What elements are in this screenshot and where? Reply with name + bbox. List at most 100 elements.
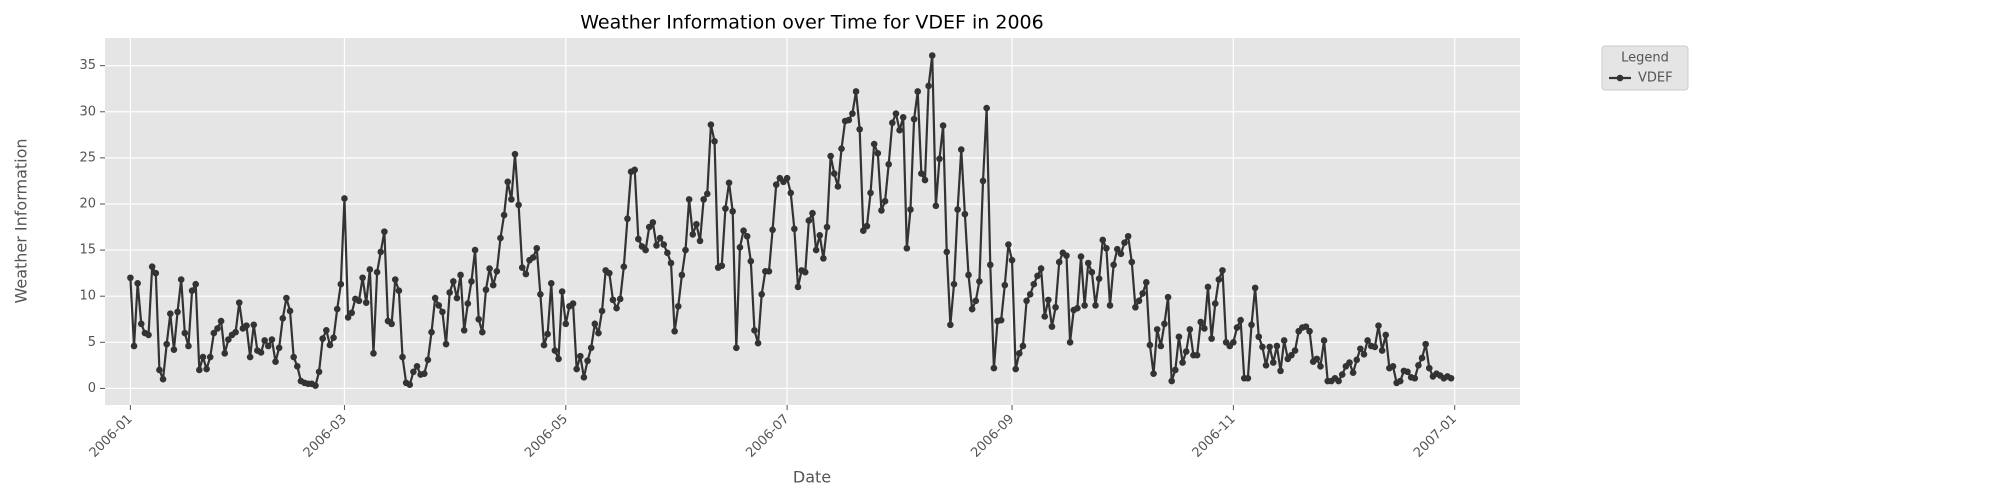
data-point bbox=[903, 244, 911, 252]
data-point bbox=[366, 266, 374, 273]
data-point bbox=[529, 254, 537, 261]
y-tick-label: 5 bbox=[88, 335, 96, 350]
data-point bbox=[1237, 316, 1244, 324]
data-point bbox=[508, 196, 515, 203]
data-point bbox=[957, 146, 965, 153]
data-point bbox=[1074, 304, 1081, 312]
data-point bbox=[867, 189, 874, 197]
data-point bbox=[1357, 345, 1364, 353]
data-point bbox=[453, 294, 461, 302]
data-point bbox=[667, 259, 675, 267]
data-point bbox=[1088, 268, 1096, 276]
data-point bbox=[928, 52, 936, 59]
data-point bbox=[1353, 356, 1361, 364]
data-point bbox=[976, 278, 983, 285]
data-point bbox=[156, 366, 163, 374]
data-point bbox=[152, 269, 160, 277]
data-point bbox=[1302, 323, 1310, 330]
data-point bbox=[450, 278, 457, 285]
data-point bbox=[243, 322, 250, 329]
data-point bbox=[344, 314, 352, 321]
data-point bbox=[225, 336, 232, 343]
data-point bbox=[1201, 325, 1208, 332]
data-point bbox=[1266, 343, 1273, 351]
data-point bbox=[834, 183, 842, 190]
data-point bbox=[1208, 335, 1215, 342]
data-point bbox=[733, 344, 740, 352]
data-point bbox=[1204, 283, 1212, 291]
data-point bbox=[620, 263, 628, 270]
data-point bbox=[580, 374, 588, 381]
data-point bbox=[1411, 374, 1419, 382]
data-point bbox=[1008, 256, 1016, 264]
data-point bbox=[1219, 267, 1226, 274]
data-point bbox=[1346, 359, 1353, 366]
y-tick-label: 10 bbox=[79, 289, 96, 304]
data-point bbox=[1360, 350, 1368, 358]
data-point bbox=[1124, 232, 1132, 240]
data-point bbox=[809, 209, 816, 217]
y-tick-label: 30 bbox=[79, 104, 96, 119]
data-point bbox=[751, 327, 758, 334]
data-point bbox=[899, 114, 907, 121]
data-point bbox=[1168, 377, 1175, 385]
data-point bbox=[754, 339, 762, 347]
data-point bbox=[1106, 302, 1114, 309]
data-point bbox=[772, 181, 780, 188]
data-point bbox=[1041, 313, 1049, 320]
chart-title: Weather Information over Time for VDEF i… bbox=[580, 12, 1044, 34]
data-point bbox=[990, 364, 998, 372]
data-point bbox=[584, 357, 591, 365]
data-point bbox=[598, 307, 606, 315]
y-tick-label: 0 bbox=[88, 381, 96, 396]
grid bbox=[100, 38, 1520, 410]
data-point bbox=[791, 225, 798, 233]
data-point bbox=[504, 178, 512, 186]
data-point bbox=[1164, 293, 1172, 301]
data-point bbox=[925, 82, 932, 90]
data-point bbox=[827, 152, 834, 160]
data-point bbox=[362, 299, 370, 306]
data-point bbox=[1030, 280, 1038, 288]
data-point bbox=[972, 297, 980, 305]
legend-marker bbox=[1616, 74, 1624, 82]
data-point bbox=[1012, 365, 1019, 373]
data-point bbox=[471, 246, 479, 254]
data-point bbox=[1023, 297, 1030, 305]
data-point bbox=[859, 227, 867, 235]
y-tick-label: 20 bbox=[79, 196, 96, 211]
data-point bbox=[1371, 343, 1379, 351]
data-point bbox=[576, 352, 584, 360]
data-point bbox=[167, 310, 174, 318]
data-point bbox=[330, 334, 337, 341]
data-point bbox=[181, 329, 189, 337]
data-point bbox=[616, 295, 624, 303]
data-point bbox=[1055, 258, 1063, 266]
x-tick-label: 2006-07 bbox=[743, 412, 792, 461]
data-point bbox=[1146, 341, 1154, 349]
data-point bbox=[856, 125, 863, 133]
data-point bbox=[1251, 284, 1259, 292]
data-point bbox=[551, 347, 559, 354]
data-point bbox=[769, 226, 776, 234]
data-point bbox=[286, 307, 294, 315]
data-point bbox=[1396, 377, 1404, 385]
data-point bbox=[1117, 250, 1125, 258]
data-point bbox=[148, 263, 156, 270]
data-point bbox=[293, 362, 301, 370]
data-point bbox=[232, 328, 239, 336]
data-point bbox=[1425, 364, 1433, 372]
data-point bbox=[936, 155, 943, 163]
data-point bbox=[410, 368, 417, 376]
data-point bbox=[878, 207, 885, 214]
data-point bbox=[1153, 326, 1161, 333]
data-point bbox=[863, 222, 871, 230]
data-point bbox=[192, 280, 200, 288]
data-point bbox=[188, 287, 196, 294]
data-point bbox=[355, 297, 363, 305]
data-point bbox=[1135, 297, 1143, 305]
data-point bbox=[315, 368, 323, 376]
data-point bbox=[290, 353, 297, 361]
data-point bbox=[1418, 354, 1426, 362]
marks bbox=[127, 52, 1455, 389]
